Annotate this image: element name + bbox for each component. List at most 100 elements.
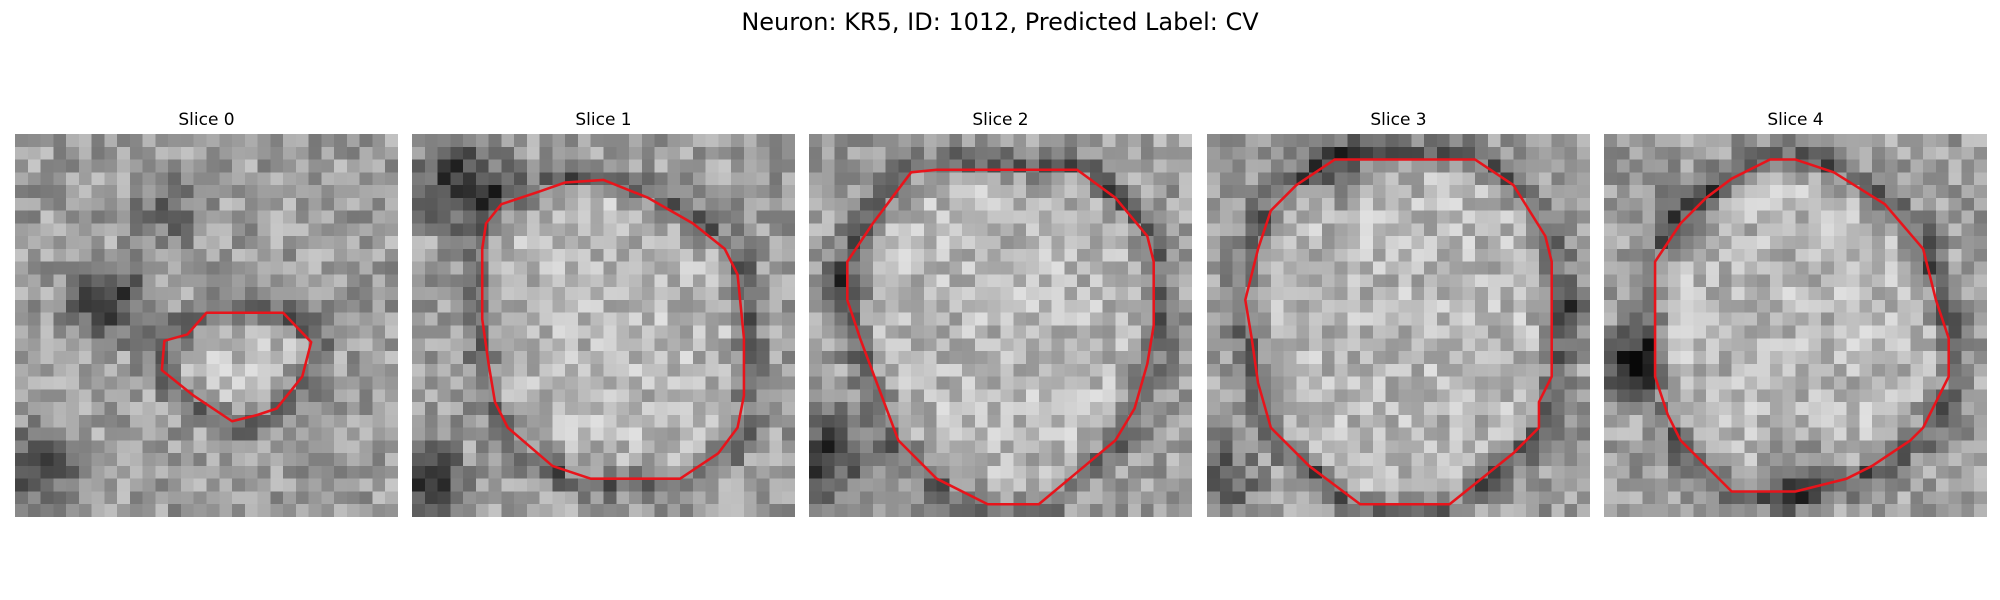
pixel <box>565 236 579 250</box>
pixel <box>244 453 258 467</box>
pixel <box>1424 427 1438 441</box>
pixel <box>1923 351 1937 365</box>
pixel <box>308 159 322 173</box>
pixel <box>1551 414 1565 428</box>
pixel <box>385 427 398 441</box>
pixel <box>705 248 719 262</box>
pixel <box>1270 402 1284 416</box>
pixel <box>1693 185 1707 199</box>
pixel <box>718 325 732 339</box>
pixel <box>1128 146 1142 160</box>
pixel <box>1923 478 1937 492</box>
pixel <box>885 312 899 326</box>
pixel <box>385 414 398 428</box>
pixel <box>283 402 297 416</box>
pixel <box>1245 427 1259 441</box>
pixel <box>782 248 795 262</box>
pixel <box>654 465 668 479</box>
pixel <box>1166 197 1180 211</box>
pixel <box>1731 414 1745 428</box>
pixel <box>860 440 874 454</box>
pixel <box>1897 427 1911 441</box>
pixel <box>1629 402 1643 416</box>
pixel <box>1013 427 1027 441</box>
pixel <box>756 312 770 326</box>
pixel <box>1604 453 1618 467</box>
pixel <box>475 389 489 403</box>
pixel <box>629 504 643 517</box>
pixel <box>885 287 899 301</box>
pixel <box>923 414 937 428</box>
pixel <box>616 414 630 428</box>
pixel <box>552 236 566 250</box>
pixel <box>219 351 233 365</box>
pixel <box>1974 197 1987 211</box>
pixel <box>1398 172 1412 186</box>
pixel <box>936 427 950 441</box>
pixel <box>962 376 976 390</box>
pixel <box>1026 299 1040 313</box>
pixel <box>193 223 207 237</box>
pixel <box>385 146 398 160</box>
pixel <box>412 376 426 390</box>
pixel <box>1309 223 1323 237</box>
pixel <box>359 236 373 250</box>
pixel <box>769 185 783 199</box>
pixel <box>692 491 706 505</box>
pixel <box>821 478 835 492</box>
pixel <box>1526 491 1540 505</box>
pixel <box>129 440 143 454</box>
pixel <box>949 223 963 237</box>
pixel <box>193 478 207 492</box>
pixel <box>1334 402 1348 416</box>
pixel <box>1077 402 1091 416</box>
pixel <box>180 172 194 186</box>
pixel <box>1424 478 1438 492</box>
pixel <box>565 414 579 428</box>
pixel <box>27 223 41 237</box>
pixel <box>129 185 143 199</box>
pixel <box>1526 402 1540 416</box>
pixel <box>616 402 630 416</box>
pixel <box>1897 465 1911 479</box>
pixel <box>1961 440 1975 454</box>
pixel <box>244 351 258 365</box>
pixel <box>450 427 464 441</box>
pixel <box>1411 453 1425 467</box>
pixel <box>705 351 719 365</box>
pixel <box>142 159 156 173</box>
pixel <box>1321 248 1335 262</box>
pixel <box>1166 274 1180 288</box>
pixel <box>539 478 553 492</box>
pixel <box>1859 363 1873 377</box>
pixel <box>206 274 220 288</box>
pixel <box>15 210 29 224</box>
pixel <box>1782 210 1796 224</box>
pixel <box>232 504 246 517</box>
pixel <box>1718 312 1732 326</box>
pixel <box>1526 223 1540 237</box>
pixel <box>1321 491 1335 505</box>
pixel <box>283 389 297 403</box>
pixel <box>475 376 489 390</box>
pixel <box>66 325 80 339</box>
pixel <box>1961 261 1975 275</box>
pixel <box>1166 287 1180 301</box>
pixel <box>1207 491 1221 505</box>
pixel <box>1102 363 1116 377</box>
pixel <box>372 414 386 428</box>
pixel <box>769 389 783 403</box>
pixel <box>1513 274 1527 288</box>
pixel <box>437 389 451 403</box>
pixel <box>1859 299 1873 313</box>
pixel <box>692 197 706 211</box>
pixel <box>654 491 668 505</box>
pixel <box>1948 172 1962 186</box>
pixel <box>1347 414 1361 428</box>
pixel <box>769 325 783 339</box>
pixel <box>1128 338 1142 352</box>
pixel <box>180 299 194 313</box>
pixel <box>885 146 899 160</box>
pixel <box>898 351 912 365</box>
pixel <box>1859 248 1873 262</box>
